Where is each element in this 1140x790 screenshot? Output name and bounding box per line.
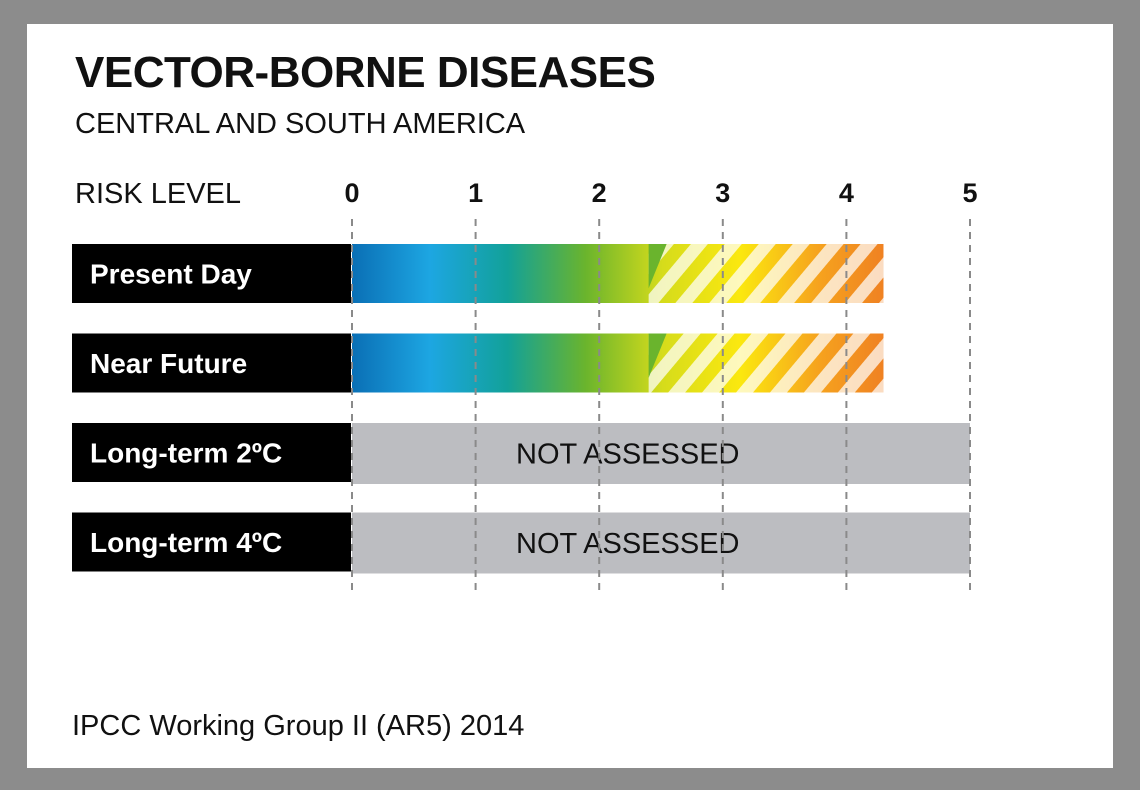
uncertainty-notch: [648, 333, 667, 378]
row-label-box: [72, 423, 351, 482]
tick-label: 1: [468, 178, 483, 208]
not-assessed-bar: [352, 512, 970, 574]
axis-label: RISK LEVEL: [75, 178, 242, 210]
tick-label: 4: [839, 178, 854, 208]
risk-chart: Present Day Near Future Long-term 2ºC NOT A…: [72, 178, 978, 594]
tick-label: 5: [962, 178, 977, 208]
not-assessed-label: NOT ASSESSED: [516, 439, 740, 471]
not-assessed-label: NOT ASSESSED: [516, 528, 740, 560]
uncertainty-hatch: [648, 333, 884, 393]
row-label-box: [72, 333, 351, 393]
row-label-box: [72, 512, 351, 572]
row-label: Long-term 2ºC: [90, 438, 282, 469]
row-present-day: Present Day: [72, 244, 884, 303]
source-citation: IPCC Working Group II (AR5) 2014: [72, 710, 525, 742]
chart-title: VECTOR-BORNE DISEASES: [75, 48, 656, 97]
not-assessed-bar: [352, 423, 970, 484]
row-label-box: [72, 244, 351, 303]
row-near-future: Near Future: [72, 333, 884, 393]
tick-label: 0: [344, 178, 359, 208]
uncertainty-notch: [648, 244, 667, 289]
row-label: Long-term 4ºC: [90, 527, 282, 558]
row-long-term-2-c: Long-term 2ºC NOT ASSESSED: [72, 423, 970, 484]
chart-subtitle: CENTRAL AND SOUTH AMERICA: [75, 108, 526, 140]
uncertainty-hatch: [648, 244, 884, 303]
tick-label: 3: [715, 178, 730, 208]
row-label: Near Future: [90, 348, 247, 379]
row-long-term-4-c: Long-term 4ºC NOT ASSESSED: [72, 512, 970, 574]
tick-label: 2: [592, 178, 607, 208]
row-label: Present Day: [90, 259, 252, 290]
chart-card: VECTOR-BORNE DISEASES CENTRAL AND SOUTH …: [27, 24, 1113, 768]
